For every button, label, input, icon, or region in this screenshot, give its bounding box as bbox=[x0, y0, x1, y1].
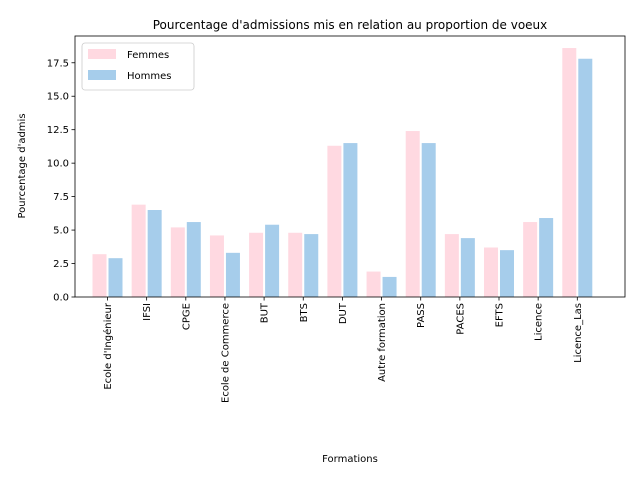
legend-swatch-femmes bbox=[88, 49, 116, 59]
bar-femmes-9 bbox=[444, 234, 459, 297]
bar-femmes-3 bbox=[209, 235, 224, 297]
x-tick-label: BTS bbox=[299, 303, 310, 322]
bar-hommes-2 bbox=[186, 222, 201, 297]
bar-femmes-10 bbox=[484, 247, 498, 297]
legend: Femmes Hommes bbox=[81, 42, 195, 91]
x-tick-label: Ecole de Commerce bbox=[220, 303, 231, 403]
y-tick-label: 15.0 bbox=[47, 92, 69, 103]
y-tick-label: 12.5 bbox=[47, 125, 69, 136]
x-tick-label: Autre formation bbox=[377, 303, 388, 382]
bar-femmes-4 bbox=[249, 232, 264, 297]
bar-femmes-11 bbox=[523, 222, 538, 297]
chart-title: Pourcentage d'admissions mis en relation… bbox=[153, 18, 548, 32]
bar-hommes-3 bbox=[225, 252, 240, 297]
bar-femmes-2 bbox=[170, 227, 185, 297]
y-tick-label: 2.5 bbox=[53, 259, 69, 270]
bar-femmes-8 bbox=[405, 131, 420, 297]
bar-femmes-6 bbox=[327, 145, 342, 297]
bar-hommes-6 bbox=[343, 143, 358, 297]
y-tick-label: 5.0 bbox=[53, 226, 69, 237]
x-tick-label: Ecole d'Ingénieur bbox=[102, 302, 114, 390]
x-tick-label: CPGE bbox=[181, 303, 192, 330]
legend-label-femmes: Femmes bbox=[127, 50, 169, 61]
x-tick-label: EFTS bbox=[495, 303, 506, 327]
legend-label-hommes: Hommes bbox=[127, 71, 171, 82]
bar-hommes-8 bbox=[421, 143, 436, 297]
x-tick-label: Licence bbox=[534, 303, 545, 341]
bar-hommes-5 bbox=[304, 234, 319, 297]
x-tick-label: BUT bbox=[260, 302, 271, 323]
y-axis: 0.0 2.5 5.0 7.5 10.0 12.5 15.0 17.5 bbox=[47, 58, 75, 304]
bar-femmes-12 bbox=[562, 48, 577, 297]
bar-hommes-7 bbox=[382, 276, 397, 297]
x-tick-label: Licence_Las bbox=[573, 303, 584, 363]
plot-frame bbox=[74, 35, 626, 298]
y-tick-label: 17.5 bbox=[47, 58, 69, 69]
bar-hommes-1 bbox=[147, 210, 162, 297]
x-axis: Ecole d'Ingénieur IFSI CPGE Ecole de Commer… bbox=[102, 297, 584, 403]
x-axis-label: Formations bbox=[322, 454, 378, 465]
bar-hommes-4 bbox=[265, 224, 280, 297]
bar-hommes-0 bbox=[108, 258, 123, 297]
bar-hommes-12 bbox=[578, 58, 593, 297]
y-tick-label: 7.5 bbox=[53, 192, 69, 203]
x-tick-label: PACES bbox=[455, 303, 466, 335]
bar-femmes-7 bbox=[366, 271, 381, 297]
y-tick-label: 0.0 bbox=[53, 293, 69, 304]
bar-hommes-11 bbox=[539, 218, 554, 297]
bar-hommes-9 bbox=[460, 238, 475, 297]
bar-femmes-1 bbox=[131, 204, 146, 297]
bar-femmes-0 bbox=[92, 254, 107, 297]
x-tick-label: IFSI bbox=[142, 303, 153, 321]
x-tick-label: DUT bbox=[338, 302, 349, 324]
x-tick-label: PASS bbox=[416, 303, 427, 328]
y-tick-label: 10.0 bbox=[47, 159, 69, 170]
bars-layer bbox=[92, 48, 593, 297]
y-axis-label: Pourcentage d'admis bbox=[17, 113, 28, 218]
legend-swatch-hommes bbox=[88, 70, 116, 80]
bar-hommes-10 bbox=[500, 250, 514, 297]
bar-femmes-5 bbox=[288, 232, 303, 297]
